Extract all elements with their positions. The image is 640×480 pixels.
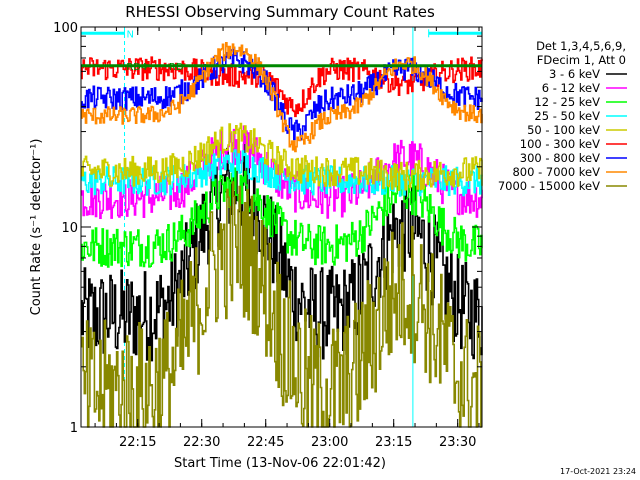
chart-title: RHESSI Observing Summary Count Rates (125, 3, 435, 21)
generation-timestamp: 17-Oct-2021 23:24 (560, 467, 636, 476)
y-tick-label-1: 10 (61, 221, 78, 236)
y-tick-label-0: 1 (70, 421, 78, 436)
legend-header-line-2: FDecim 1, Att 0 (537, 53, 626, 67)
y-axis-label: Count Rate (s⁻¹ detector⁻¹) (29, 139, 44, 316)
series-line-8 (81, 181, 482, 428)
status-bar-0-label: N (127, 29, 134, 40)
legend-label-3: 25 - 50 keV (534, 109, 600, 123)
legend-header-line-1: Det 1,3,4,5,6,9, (536, 39, 626, 53)
legend-label-1: 6 - 12 keV (542, 81, 600, 95)
series-line-4 (81, 122, 483, 191)
x-tick-label-2: 22:45 (247, 435, 284, 450)
legend-label-5: 100 - 300 keV (520, 137, 600, 151)
legend-label-0: 3 - 6 keV (549, 67, 600, 81)
series-line-7 (81, 42, 483, 153)
legend-label-7: 800 - 7000 keV (512, 165, 600, 179)
plot-area: N RD4 RD (80, 27, 483, 428)
x-tick-label-1: 22:30 (183, 435, 220, 450)
x-tick-label-3: 23:00 (311, 435, 348, 450)
axes: 22:15 22:30 22:45 23:00 23:15 23:30 1 10 100 (53, 21, 482, 450)
legend-label-2: 12 - 25 keV (534, 95, 600, 109)
series-line-2 (81, 167, 483, 268)
x-axis-label: Start Time (13-Nov-06 22:01:42) (174, 456, 386, 471)
x-tick-label-0: 22:15 (119, 435, 156, 450)
legend-label-8: 7000 - 15000 keV (498, 179, 600, 193)
x-tick-label-4: 23:15 (375, 435, 412, 450)
status-bar-1-label-0: RD4 (126, 62, 147, 73)
legend-label-4: 50 - 100 keV (527, 123, 600, 137)
legend: Det 1,3,4,5,6,9, FDecim 1, Att 0 3 - 6 k… (498, 39, 627, 193)
y-tick-label-2: 100 (53, 21, 78, 36)
series-line-0 (81, 144, 483, 362)
x-tick-label-5: 23:30 (439, 435, 476, 450)
series-line-5 (81, 56, 483, 118)
legend-label-6: 300 - 800 keV (520, 151, 600, 165)
status-bar-1-label-1: RD (169, 62, 184, 73)
